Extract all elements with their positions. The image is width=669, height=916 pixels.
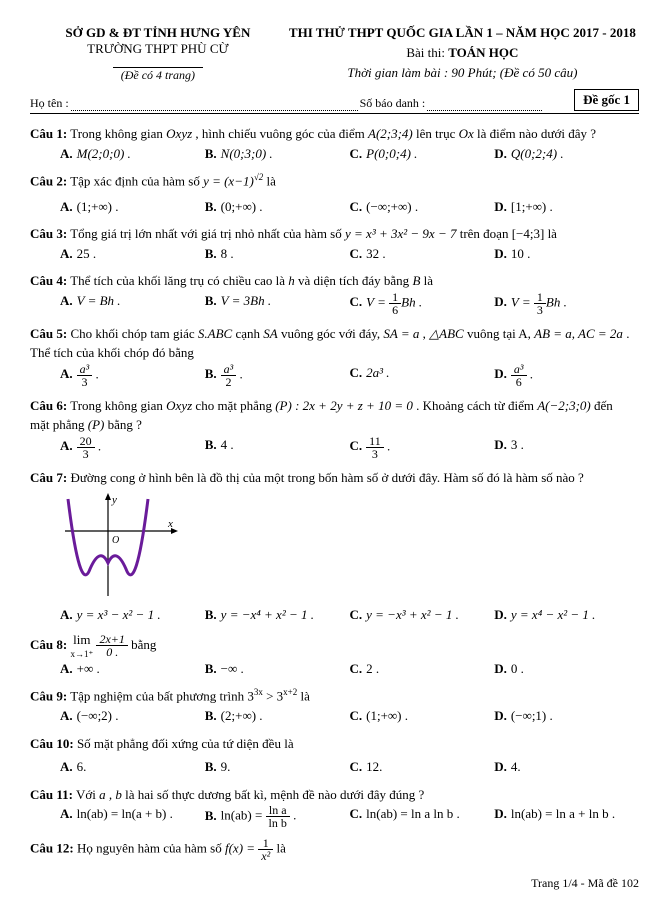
svg-text:x: x <box>167 518 173 530</box>
exam-title: THI THỬ THPT QUỐC GIA LẦN 1 – NĂM HỌC 20… <box>286 25 639 41</box>
q4-opt-a: V = Bh . <box>77 293 121 308</box>
question-4: Câu 4: Thể tích của khối lăng trụ có chi… <box>30 271 639 316</box>
id-dots <box>427 100 542 111</box>
q1-opt-d: Q(0;2;4) . <box>511 146 564 161</box>
question-1: Câu 1: Trong không gian Oxyz , hình chiế… <box>30 124 639 163</box>
school: TRƯỜNG THPT PHÙ CỪ <box>30 41 286 57</box>
svg-text:y: y <box>111 494 117 506</box>
q11-opt-c: ln(ab) = ln a ln b . <box>366 806 460 821</box>
q2-opt-a: (1;+∞) . <box>77 199 119 214</box>
q10-opt-b: 9. <box>221 759 231 774</box>
duration: Thời gian làm bài : 90 Phút; (Đề có 50 c… <box>286 65 639 81</box>
header-right: THI THỬ THPT QUỐC GIA LẦN 1 – NĂM HỌC 20… <box>286 25 639 83</box>
subject-label: Bài thi: <box>406 45 445 60</box>
q11-opt-d: ln(ab) = ln a + ln b . <box>511 806 615 821</box>
q2-opt-b: (0;+∞) . <box>221 199 263 214</box>
q1-opt-c: P(0;0;4) . <box>366 146 417 161</box>
q9-opt-d: (−∞;1) . <box>511 708 553 723</box>
name-label: Họ tên : <box>30 96 69 111</box>
q9-opt-c: (1;+∞) . <box>366 708 408 723</box>
q8-opt-d: 0 . <box>511 661 524 676</box>
question-3: Câu 3: Tổng giá trị lớn nhất với giá trị… <box>30 224 639 263</box>
question-7: Câu 7: Đường cong ở hình bên là đồ thị c… <box>30 468 639 625</box>
q10-opt-a: 6. <box>77 759 87 774</box>
q8-opt-b: −∞ . <box>221 661 244 676</box>
q9-opt-a: (−∞;2) . <box>77 708 119 723</box>
q8-opt-a: +∞ . <box>77 661 100 676</box>
q8-opt-c: 2 . <box>366 661 379 676</box>
q6-opt-b: 4 . <box>221 437 234 452</box>
department: SỞ GD & ĐT TỈNH HƯNG YÊN <box>30 25 286 41</box>
subject: TOÁN HỌC <box>448 45 518 60</box>
q11-opt-a: ln(ab) = ln(a + b) . <box>77 806 173 821</box>
q7-opt-d: y = x⁴ − x² − 1 . <box>511 607 596 622</box>
header-rule <box>30 113 639 114</box>
q1-opt-a: M(2;0;0) . <box>77 146 131 161</box>
q10-opt-d: 4. <box>511 759 521 774</box>
q9-opt-b: (2;+∞) . <box>221 708 263 723</box>
exam-code-box: Đề gốc 1 <box>574 89 639 111</box>
q7-graph: y x O <box>60 491 180 601</box>
svg-text:O: O <box>112 535 119 546</box>
pages-note: (Đề có 4 trang) <box>113 67 203 83</box>
question-12: Câu 12: Họ nguyên hàm của hàm số f(x) = … <box>30 837 639 862</box>
q3-opt-c: 32 . <box>366 246 386 261</box>
name-dots <box>71 100 358 111</box>
q7-opt-b: y = −x⁴ + x² − 1 . <box>221 607 314 622</box>
q2-opt-c: (−∞;+∞) . <box>366 199 418 214</box>
q6-opt-d: 3 . <box>511 437 524 452</box>
student-info-row: Họ tên : Số báo danh : Đề gốc 1 <box>30 89 639 111</box>
q1-opt-b: N(0;3;0) . <box>221 146 273 161</box>
q10-opt-c: 12. <box>366 759 382 774</box>
q3-opt-d: 10 . <box>511 246 531 261</box>
q3-opt-b: 8 . <box>221 246 234 261</box>
q2-opt-d: [1;+∞) . <box>511 199 553 214</box>
header-left: SỞ GD & ĐT TỈNH HƯNG YÊN TRƯỜNG THPT PHÙ… <box>30 25 286 83</box>
question-9: Câu 9: Tập nghiệm của bất phương trình 3… <box>30 686 639 725</box>
question-5: Câu 5: Cho khối chóp tam giác S.ABC cạnh… <box>30 324 639 388</box>
question-6: Câu 6: Trong không gian Oxyz cho mặt phẳ… <box>30 396 639 460</box>
exam-header: SỞ GD & ĐT TỈNH HƯNG YÊN TRƯỜNG THPT PHÙ… <box>30 25 639 83</box>
q5-opt-c: 2a³ . <box>366 365 389 380</box>
id-label: Số báo danh : <box>360 96 426 111</box>
page-footer: Trang 1/4 - Mã đề 102 <box>30 876 639 891</box>
q7-opt-a: y = x³ − x² − 1 . <box>77 607 161 622</box>
question-8: Câu 8: lim x→1⁺ 2x+10 . bằng A.+∞ . B.−∞… <box>30 633 639 679</box>
question-2: Câu 2: Tập xác định của hàm số y = (x−1)… <box>30 171 639 216</box>
q3-opt-a: 25 . <box>77 246 97 261</box>
question-11: Câu 11: Với a , b là hai số thực dương b… <box>30 785 639 830</box>
question-10: Câu 10: Số mặt phẳng đối xứng của tứ diệ… <box>30 734 639 777</box>
q7-opt-c: y = −x³ + x² − 1 . <box>366 607 459 622</box>
q4-opt-b: V = 3Bh . <box>221 293 271 308</box>
